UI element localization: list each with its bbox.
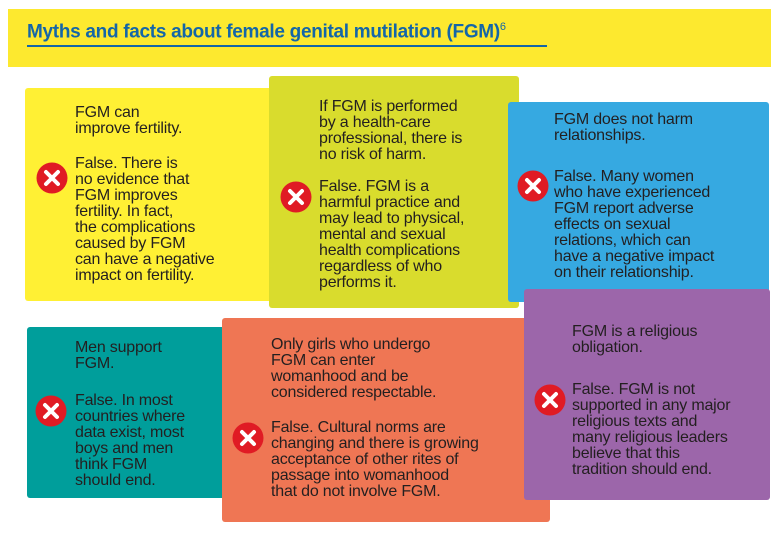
fact-text: False. FGM is not supported in any major r… [572,381,731,478]
red-x-icon [36,162,68,194]
card-religious-obligation: FGM is a religious obligation. False. FGM… [524,289,770,500]
title-underline [27,45,547,47]
card-relationships: FGM does not harm relationships. False. M… [508,102,769,302]
fact-text: False. In most countries where data exist,… [75,392,185,489]
myth-text: If FGM is performed by a health-care profe… [319,98,463,163]
red-x-icon [280,181,312,213]
myth-text: Men support FGM. [75,339,162,372]
fact-text: False. There is no evidence that FGM impro… [75,155,215,284]
fact-text: False. FGM is a harmful practice and may l… [319,178,465,291]
card-health-care: If FGM is performed by a health-care profe… [269,76,519,308]
header-bar [8,9,771,67]
myth-text: FGM does not harm relationships. [554,111,693,144]
myth-text: FGM is a religious obligation. [572,323,698,356]
footnote-marker: 6 [499,21,506,33]
page-title: Myths and facts about female genital mut… [27,21,506,43]
fact-text: False. Many women who have experienced FGM… [554,168,715,281]
card-womanhood: Only girls who undergo FGM can enter woman… [222,318,550,522]
myth-text: FGM can improve fertility. [75,104,183,137]
header: Myths and facts about female genital mut… [0,0,771,67]
myth-text: Only girls who undergo FGM can enter woman… [271,336,437,401]
fact-text: False. Cultural norms are changing and th… [271,419,479,500]
red-x-icon [35,395,67,427]
card-men-support: Men support FGM. False. In most countries … [27,327,227,498]
red-x-icon [232,422,264,454]
red-x-icon [534,384,566,416]
red-x-icon [517,170,549,202]
card-fertility: FGM can improve fertility. False. There i… [25,88,285,301]
